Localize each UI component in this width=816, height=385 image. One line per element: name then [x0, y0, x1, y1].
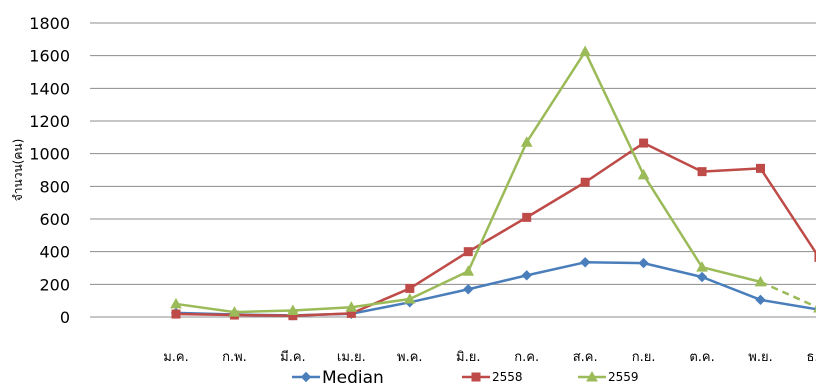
legend-entry: 2558 [462, 370, 523, 384]
data-point [521, 270, 532, 281]
data-point [696, 271, 708, 283]
data-point [814, 252, 816, 262]
data-point [580, 177, 590, 187]
x-tick-label: พ.ย. [748, 350, 772, 365]
legend-label: Median [322, 368, 384, 385]
data-point [754, 275, 767, 287]
data-point [755, 294, 766, 306]
y-tick-label: 1200 [29, 112, 70, 131]
x-tick-label: ธ.ค. [806, 350, 816, 365]
legend-label: 2559 [608, 370, 639, 384]
data-point [522, 212, 532, 222]
series-line [175, 141, 816, 317]
y-axis-ticks: 0 200 400 600 800 1000 1200 1400 1600 1800 [29, 14, 70, 327]
y-tick-label: 200 [39, 275, 70, 294]
x-tick-label: ก.ย. [632, 350, 656, 365]
series-line-dashed [759, 280, 816, 309]
x-tick-label: ต.ค. [689, 350, 714, 365]
data-point [171, 309, 181, 319]
legend-entry: Median [292, 368, 384, 385]
x-tick-label: ส.ค. [573, 350, 598, 365]
data-point [696, 261, 708, 272]
data-point [463, 284, 474, 295]
y-tick-label: 1000 [29, 145, 70, 164]
legend-marker [586, 370, 598, 382]
legend-marker [471, 372, 481, 382]
x-tick-label: มิ.ย. [456, 350, 480, 365]
data-point [345, 301, 358, 312]
data-point [579, 45, 591, 57]
data-point [463, 247, 473, 257]
data-point [637, 168, 650, 180]
x-tick-label: มี.ค. [280, 349, 306, 365]
series-layer [170, 45, 816, 321]
y-tick-label: 1800 [29, 14, 70, 33]
legend-marker [300, 371, 312, 383]
legend-entry: 2559 [578, 370, 639, 384]
x-tick-label: ก.พ. [222, 350, 247, 365]
data-point [813, 307, 816, 313]
data-point [579, 257, 591, 268]
data-point [287, 304, 299, 315]
data-point [697, 167, 707, 177]
data-point [462, 265, 475, 276]
x-tick-label: ก.ค. [514, 350, 539, 365]
x-tick-label: พ.ค. [397, 350, 423, 365]
series-2 [171, 138, 816, 321]
legend-label: 2558 [492, 370, 523, 384]
data-point [228, 306, 241, 317]
y-tick-label: 1400 [29, 79, 70, 98]
series-line [175, 261, 816, 317]
data-point [405, 283, 415, 293]
data-point [520, 136, 533, 147]
x-tick-label: ม.ค. [163, 350, 189, 365]
x-axis-ticks: ม.ค. ก.พ. มี.ค. เม.ย. พ.ค. มิ.ย. ก.ค. ส.ค. ก.ย. ต… [163, 349, 816, 365]
y-tick-label: 0 [60, 308, 70, 327]
data-point [403, 293, 416, 304]
y-tick-label: 600 [39, 210, 70, 229]
gridlines [90, 22, 816, 318]
data-point [170, 297, 182, 309]
y-tick-label: 800 [39, 177, 70, 196]
x-tick-label: เม.ย. [337, 350, 366, 365]
data-point [639, 138, 649, 148]
series-3 [170, 45, 816, 317]
legend: Median 2558 2559 [292, 368, 639, 385]
y-axis-label: จำนวน(คน) [11, 139, 25, 202]
data-point [756, 163, 765, 173]
y-tick-label: 400 [39, 243, 70, 262]
y-tick-label: 1600 [29, 47, 70, 66]
data-point [638, 257, 649, 269]
